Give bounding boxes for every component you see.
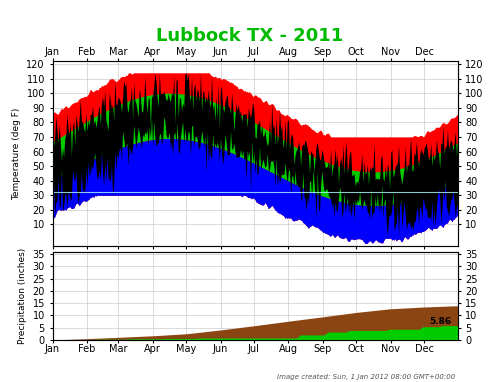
Text: 5.86: 5.86 — [430, 317, 452, 326]
Y-axis label: Precipitation (inches): Precipitation (inches) — [18, 248, 27, 344]
Y-axis label: Temperature (deg F): Temperature (deg F) — [12, 108, 21, 200]
Text: Image created: Sun, 1 Jan 2012 08:00 GMT+00:00: Image created: Sun, 1 Jan 2012 08:00 GMT… — [277, 374, 455, 380]
Text: Lubbock TX - 2011: Lubbock TX - 2011 — [156, 27, 344, 45]
